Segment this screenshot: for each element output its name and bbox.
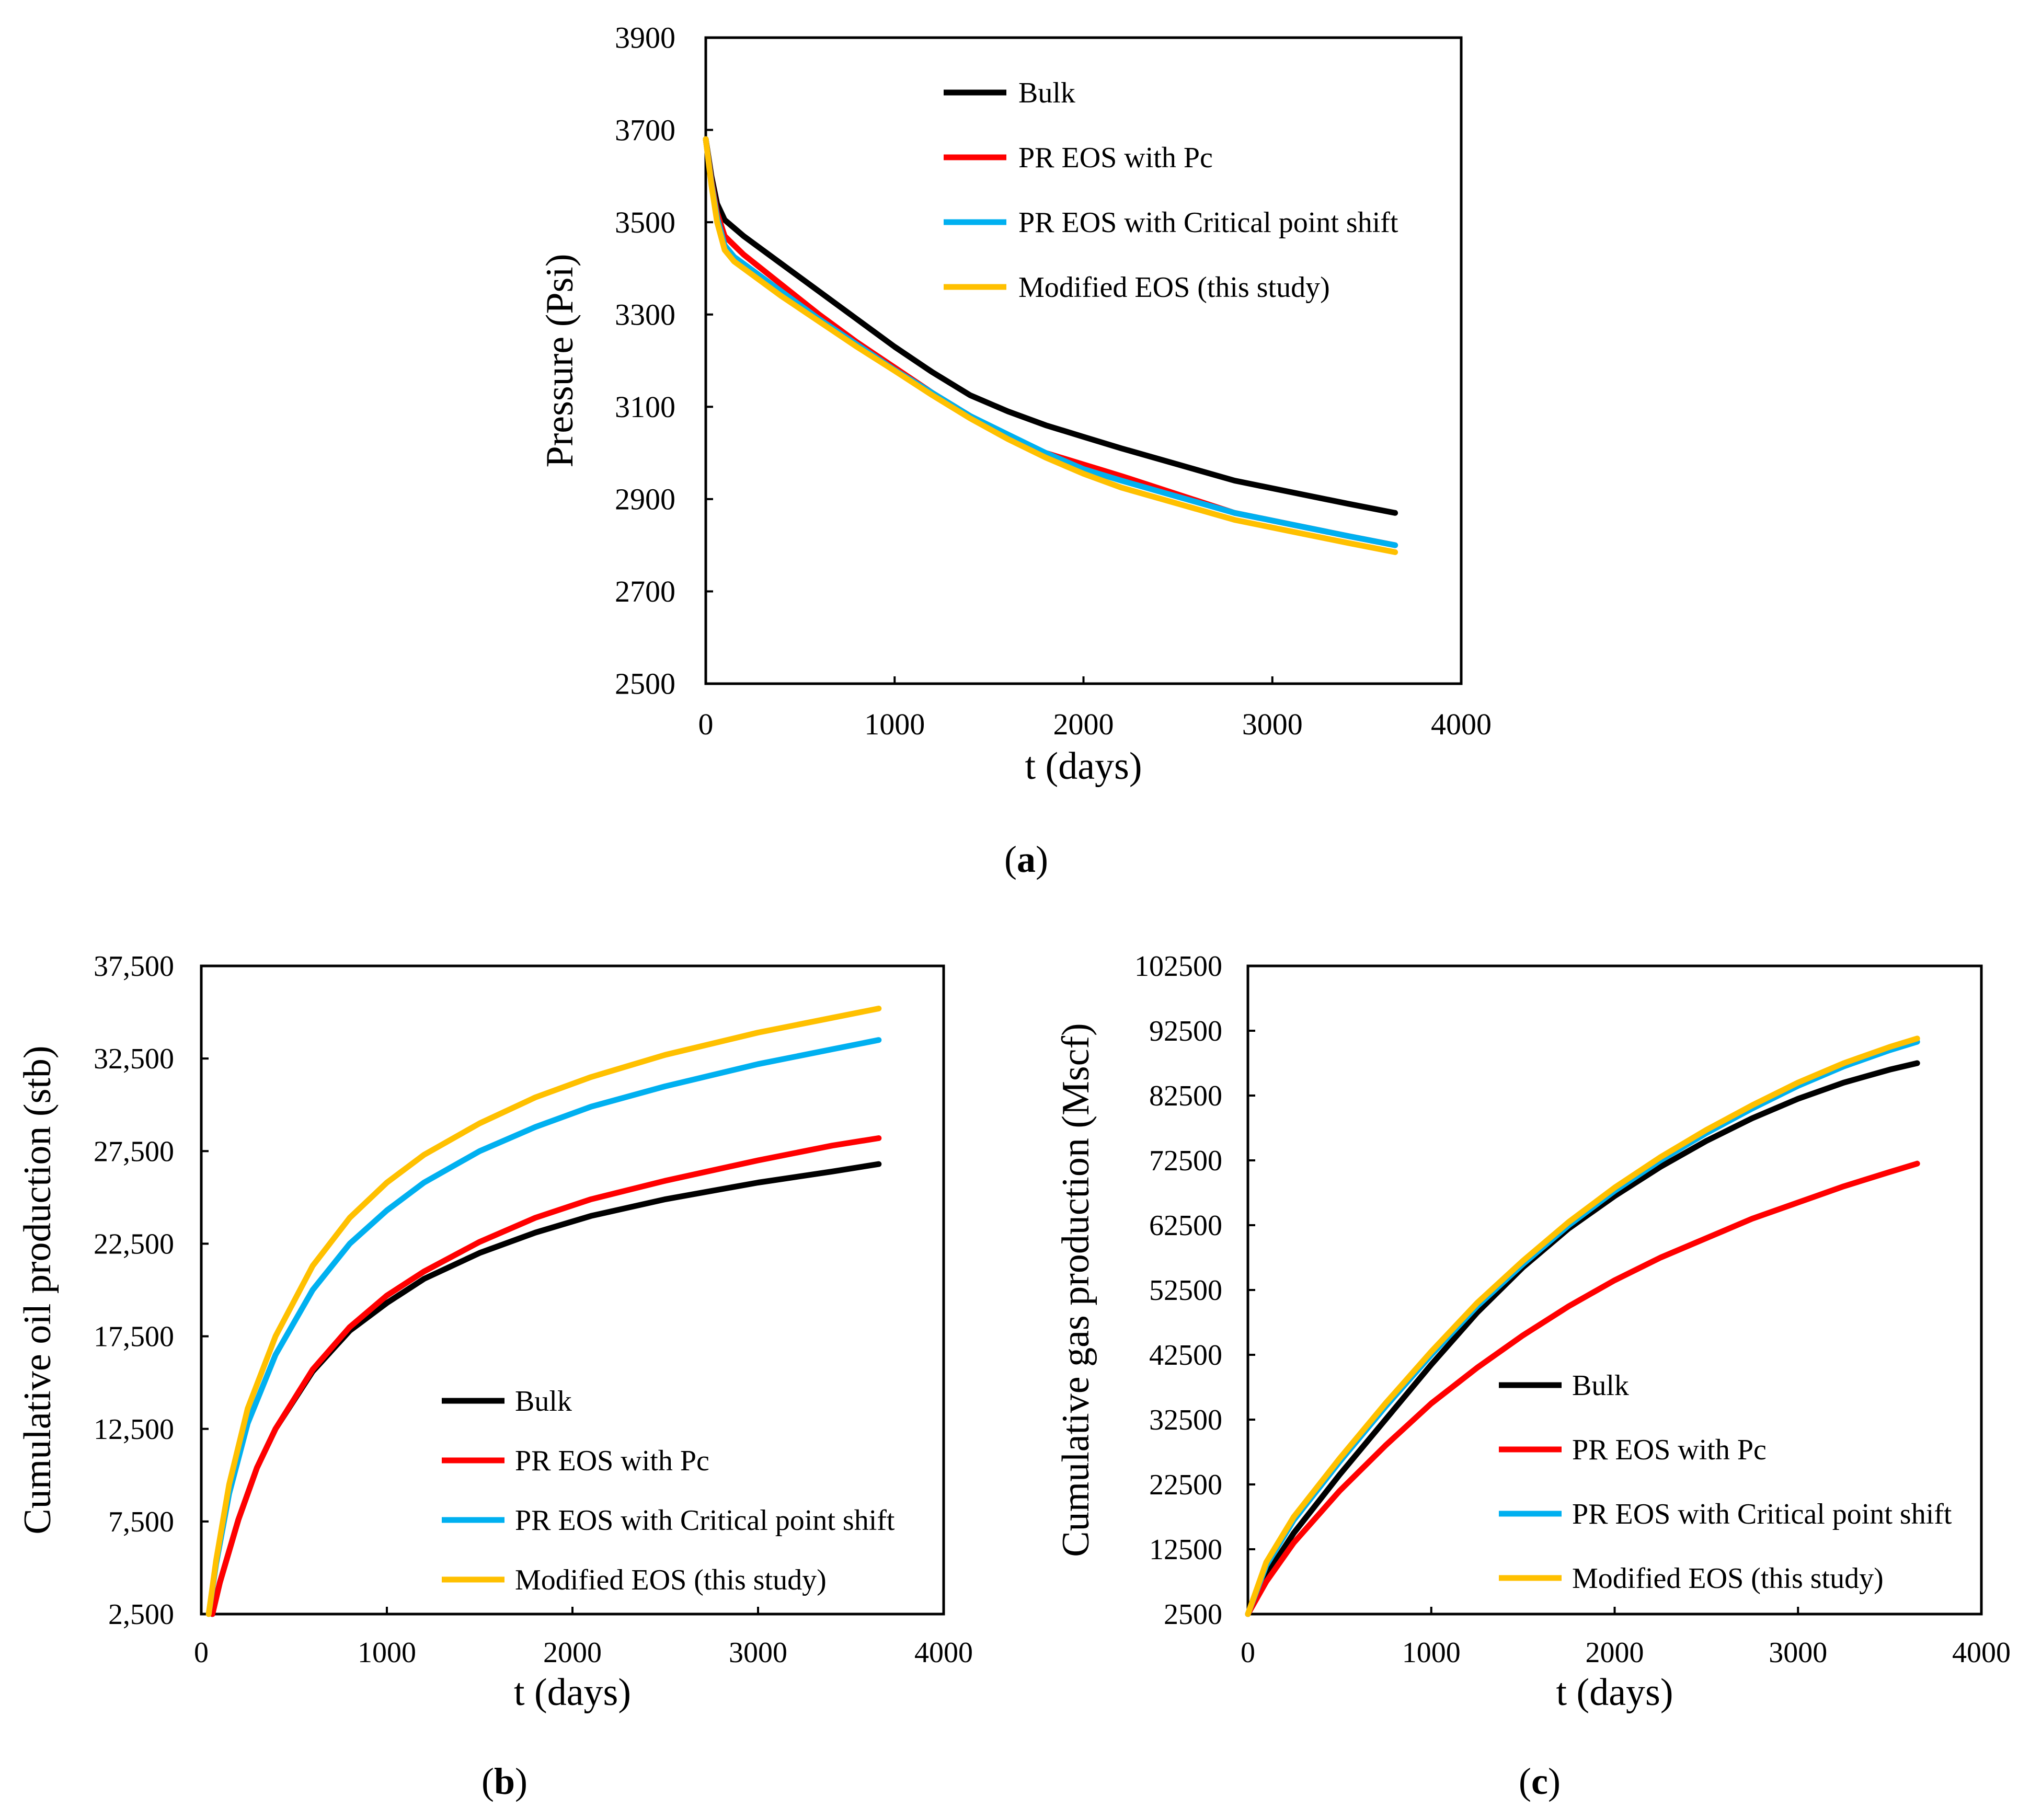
x-axis-label: t (days) — [1025, 745, 1142, 788]
x-tick-label: 3000 — [1242, 707, 1303, 741]
y-tick-label: 37,500 — [94, 950, 174, 983]
y-tick-label: 102500 — [1134, 950, 1222, 983]
legend-label-4: Modified EOS (this study) — [1572, 1562, 1884, 1595]
legend-label-2: PR EOS with Pc — [1018, 142, 1213, 174]
y-tick-label: 17,500 — [94, 1321, 174, 1353]
legend-label-3: PR EOS with Critical point shift — [1018, 206, 1398, 239]
legend-label-1: Bulk — [515, 1385, 572, 1418]
x-tick-label: 3000 — [1769, 1637, 1827, 1669]
caption-close-paren: ) — [515, 1760, 527, 1802]
x-tick-label: 1000 — [864, 707, 925, 741]
panel-caption-c: (c) — [1519, 1760, 1561, 1802]
x-tick-label: 4000 — [914, 1637, 973, 1669]
y-tick-label: 2,500 — [108, 1598, 174, 1631]
series-line-4 — [205, 1006, 882, 1617]
x-axis-label: t (days) — [1556, 1671, 1673, 1714]
y-axis-label: Cumulative oil production (stb) — [16, 1045, 59, 1534]
y-tick-label: 32500 — [1149, 1404, 1222, 1436]
y-axis-label: Cumulative gas production (Mscf) — [1054, 1023, 1097, 1557]
legend: Bulk PR EOS with Pc PR EOS with Critical p… — [442, 1385, 895, 1596]
caption-letter: b — [494, 1760, 515, 1802]
y-tick-label: 3500 — [615, 205, 675, 239]
panel-caption-b: (b) — [481, 1760, 527, 1802]
y-tick-label: 3300 — [615, 297, 675, 331]
caption-open-paren: ( — [1004, 838, 1017, 880]
y-tick-label: 2500 — [1164, 1598, 1222, 1631]
series-line-1 — [703, 136, 1398, 516]
y-tick-label: 82500 — [1149, 1080, 1222, 1112]
y-tick-label: 32,500 — [94, 1043, 174, 1075]
caption-open-paren: ( — [481, 1760, 494, 1802]
series-line-3 — [703, 136, 1398, 548]
y-tick-label: 7,500 — [108, 1506, 174, 1538]
x-tick-label: 3000 — [729, 1637, 787, 1669]
x-tick-label: 2000 — [1053, 707, 1114, 741]
y-tick-label: 12500 — [1149, 1534, 1222, 1566]
legend-label-1: Bulk — [1572, 1369, 1629, 1402]
chart-a: 2500 2700 2900 3100 3300 3500 3700 3900 0 1000 200… — [538, 21, 1492, 788]
y-tick-label: 72500 — [1149, 1145, 1222, 1177]
x-tick-label: 2000 — [543, 1637, 602, 1669]
y-tick-label: 62500 — [1149, 1210, 1222, 1242]
y-tick-label: 3100 — [615, 390, 675, 424]
y-tick-label: 22,500 — [94, 1228, 174, 1260]
caption-close-paren: ) — [1548, 1760, 1561, 1802]
x-tick-label: 4000 — [1952, 1637, 2011, 1669]
legend-label-4: Modified EOS (this study) — [515, 1564, 827, 1596]
y-tick-label: 2900 — [615, 482, 675, 516]
series-line-2 — [209, 1135, 882, 1617]
series-line-4 — [703, 136, 1398, 555]
legend: Bulk PR EOS with Pc PR EOS with Critical p… — [944, 77, 1398, 304]
x-axis-label: t (days) — [514, 1671, 631, 1714]
x-tick-label: 1000 — [1402, 1637, 1461, 1669]
x-tick-label: 4000 — [1431, 707, 1492, 741]
y-tick-label: 2700 — [615, 574, 675, 608]
legend: Bulk PR EOS with Pc PR EOS with Critical p… — [1499, 1369, 1952, 1595]
series-line-1 — [1245, 1060, 1920, 1617]
legend-label-2: PR EOS with Pc — [1572, 1434, 1767, 1466]
x-tick-label: 0 — [1241, 1637, 1255, 1669]
plot-frame — [704, 36, 1463, 685]
y-tick-label: 27,500 — [94, 1135, 174, 1168]
y-tick-label: 3900 — [615, 21, 675, 55]
series-line-2 — [703, 136, 1398, 548]
legend-label-3: PR EOS with Critical point shift — [515, 1504, 895, 1537]
y-tick-label: 12,500 — [94, 1413, 174, 1446]
legend-label-2: PR EOS with Pc — [515, 1445, 709, 1477]
legend-label-3: PR EOS with Critical point shift — [1572, 1498, 1952, 1530]
series-line-4 — [1245, 1035, 1920, 1617]
y-tick-label: 92500 — [1149, 1015, 1222, 1047]
x-tick-label: 2000 — [1586, 1637, 1644, 1669]
series-line-2 — [1245, 1160, 1920, 1617]
caption-letter: a — [1017, 838, 1036, 880]
chart-c: 2500 12500 22500 32500 42500 52500 62500 72500 8… — [1054, 950, 2011, 1714]
chart-b: 2,500 7,500 12,500 17,500 22,500 27,500 32,500… — [16, 950, 973, 1714]
panel-caption-a: (a) — [1004, 838, 1048, 880]
y-tick-label: 3700 — [615, 113, 675, 147]
legend-label-4: Modified EOS (this study) — [1018, 271, 1330, 304]
x-tick-label: 0 — [194, 1637, 209, 1669]
y-tick-label: 52500 — [1149, 1274, 1222, 1307]
y-tick-label: 22500 — [1149, 1469, 1222, 1501]
caption-close-paren: ) — [1036, 838, 1048, 880]
y-tick-label: 2500 — [615, 667, 675, 701]
legend-label-1: Bulk — [1018, 77, 1075, 109]
x-tick-label: 1000 — [358, 1637, 416, 1669]
y-tick-label: 42500 — [1149, 1339, 1222, 1372]
caption-open-paren: ( — [1519, 1760, 1531, 1802]
y-axis-label: Pressure (Psi) — [538, 254, 581, 467]
x-tick-label: 0 — [698, 707, 714, 741]
caption-letter: c — [1531, 1760, 1548, 1802]
